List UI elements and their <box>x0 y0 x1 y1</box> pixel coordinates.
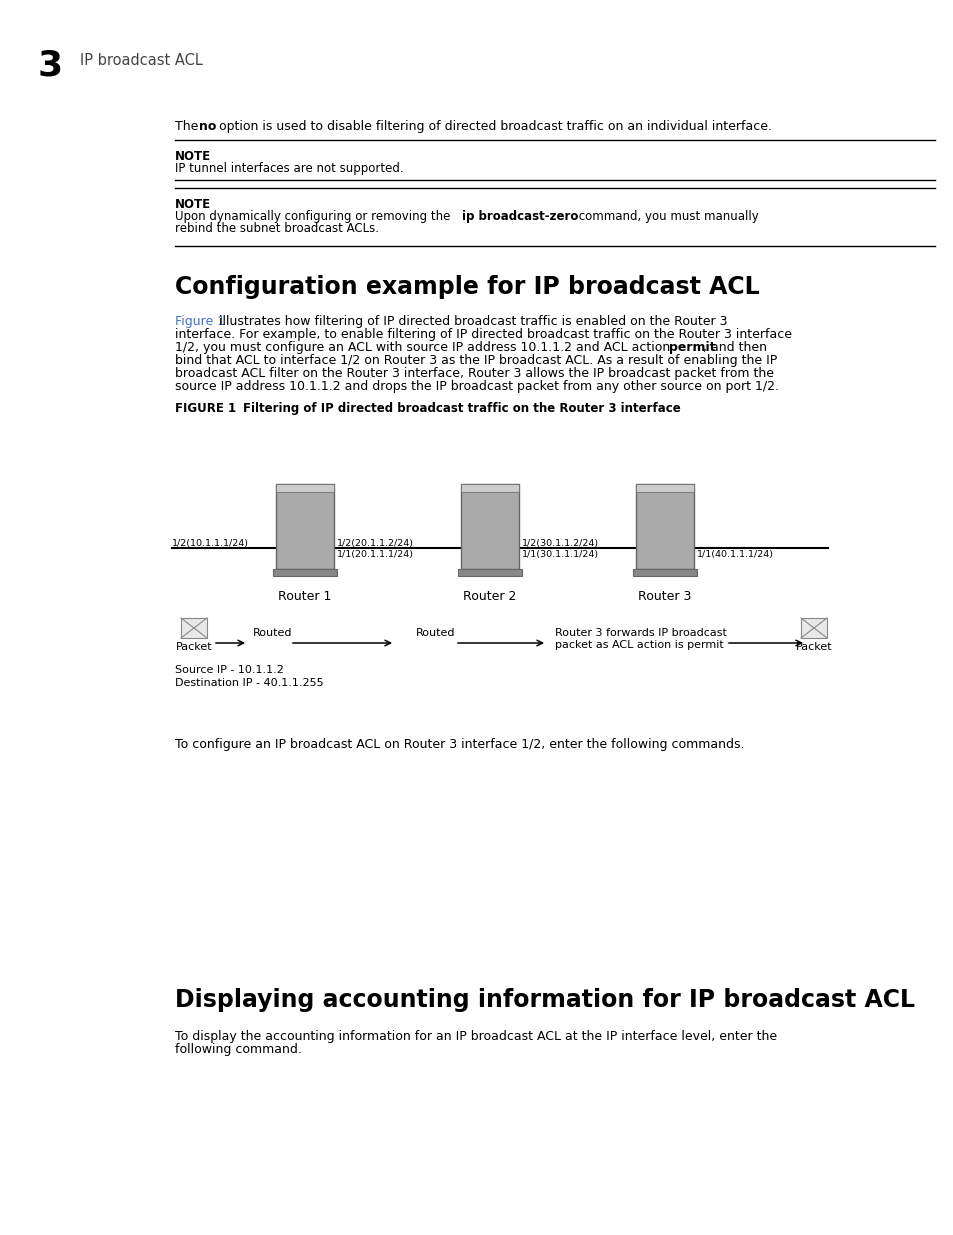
Text: FIGURE 1: FIGURE 1 <box>174 403 236 415</box>
Text: following command.: following command. <box>174 1044 301 1056</box>
Text: ip broadcast-zero: ip broadcast-zero <box>461 210 578 224</box>
Bar <box>273 569 336 576</box>
Text: permit: permit <box>668 341 715 354</box>
Text: Routed: Routed <box>416 629 455 638</box>
Text: illustrates how filtering of IP directed broadcast traffic is enabled on the Rou: illustrates how filtering of IP directed… <box>214 315 727 329</box>
Text: Routed: Routed <box>253 629 293 638</box>
Text: Displaying accounting information for IP broadcast ACL: Displaying accounting information for IP… <box>174 988 914 1011</box>
Text: interface. For example, to enable filtering of IP directed broadcast traffic on : interface. For example, to enable filter… <box>174 329 791 341</box>
Bar <box>636 484 693 569</box>
Text: Router 2: Router 2 <box>463 590 517 603</box>
Bar <box>275 484 334 569</box>
Text: NOTE: NOTE <box>174 198 211 211</box>
Text: 1/2, you must configure an ACL with source IP address 10.1.1.2 and ACL action: 1/2, you must configure an ACL with sour… <box>174 341 674 354</box>
Text: Router 1: Router 1 <box>278 590 332 603</box>
Text: To display the accounting information for an IP broadcast ACL at the IP interfac: To display the accounting information fo… <box>174 1030 777 1044</box>
Text: Figure 1: Figure 1 <box>174 315 225 329</box>
Text: Router 3: Router 3 <box>638 590 691 603</box>
Text: Packet: Packet <box>795 642 831 652</box>
Text: Configuration example for IP broadcast ACL: Configuration example for IP broadcast A… <box>174 275 759 299</box>
Text: NOTE: NOTE <box>174 149 211 163</box>
Text: Filtering of IP directed broadcast traffic on the Router 3 interface: Filtering of IP directed broadcast traff… <box>243 403 680 415</box>
Text: Packet: Packet <box>175 642 213 652</box>
Bar <box>801 618 826 638</box>
Text: Router 3 forwards IP broadcast: Router 3 forwards IP broadcast <box>555 629 726 638</box>
Bar <box>460 484 518 569</box>
Text: , and then: , and then <box>702 341 766 354</box>
Bar <box>275 484 334 492</box>
Text: 1/2(30.1.1.2/24): 1/2(30.1.1.2/24) <box>521 538 598 548</box>
Text: 1/2(10.1.1.1/24): 1/2(10.1.1.1/24) <box>172 538 249 548</box>
Text: source IP address 10.1.1.2 and drops the IP broadcast packet from any other sour: source IP address 10.1.1.2 and drops the… <box>174 380 779 393</box>
Text: IP tunnel interfaces are not supported.: IP tunnel interfaces are not supported. <box>174 162 403 175</box>
Bar <box>181 618 207 638</box>
Text: 1/1(20.1.1.1/24): 1/1(20.1.1.1/24) <box>336 550 414 559</box>
Text: bind that ACL to interface 1/2 on Router 3 as the IP broadcast ACL. As a result : bind that ACL to interface 1/2 on Router… <box>174 354 777 367</box>
Bar <box>457 569 521 576</box>
Text: Destination IP - 40.1.1.255: Destination IP - 40.1.1.255 <box>174 678 323 688</box>
Text: 1/2(20.1.1.2/24): 1/2(20.1.1.2/24) <box>336 538 414 548</box>
Text: To configure an IP broadcast ACL on Router 3 interface 1/2, enter the following : To configure an IP broadcast ACL on Rout… <box>174 739 743 751</box>
Bar <box>460 484 518 492</box>
Text: no: no <box>199 120 216 133</box>
Text: Source IP - 10.1.1.2: Source IP - 10.1.1.2 <box>174 664 284 676</box>
Bar <box>633 569 697 576</box>
Text: option is used to disable filtering of directed broadcast traffic on an individu: option is used to disable filtering of d… <box>214 120 771 133</box>
Text: Upon dynamically configuring or removing the: Upon dynamically configuring or removing… <box>174 210 454 224</box>
Text: 1/1(30.1.1.1/24): 1/1(30.1.1.1/24) <box>521 550 598 559</box>
Text: broadcast ACL filter on the Router 3 interface, Router 3 allows the IP broadcast: broadcast ACL filter on the Router 3 int… <box>174 367 773 380</box>
Text: 3: 3 <box>38 48 63 82</box>
Text: command, you must manually: command, you must manually <box>575 210 758 224</box>
Text: rebind the subnet broadcast ACLs.: rebind the subnet broadcast ACLs. <box>174 222 378 235</box>
Text: 1/1(40.1.1.1/24): 1/1(40.1.1.1/24) <box>697 550 773 559</box>
Bar <box>636 484 693 492</box>
Text: The: The <box>174 120 202 133</box>
Text: IP broadcast ACL: IP broadcast ACL <box>80 53 203 68</box>
Text: packet as ACL action is permit: packet as ACL action is permit <box>555 640 723 650</box>
